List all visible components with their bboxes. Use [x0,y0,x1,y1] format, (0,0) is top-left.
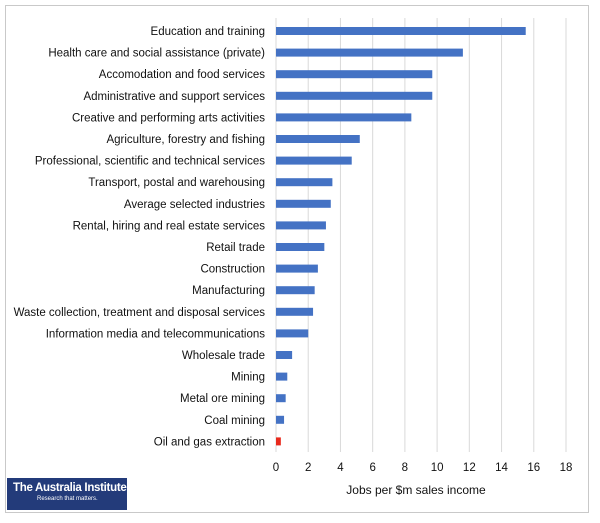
bar [276,70,433,79]
category-label: Administrative and support services [83,91,265,103]
bar [276,394,286,403]
x-tick-label: 4 [337,462,344,474]
bar [276,415,285,424]
logo-name: The Australia Institute [13,482,127,494]
bar [276,307,314,316]
bar [276,437,281,446]
x-axis-title: Jobs per $m sales income [346,483,486,497]
australia-institute-logo: The Australia Institute Research that ma… [7,478,127,510]
category-label: Metal ore mining [180,393,265,405]
category-labels: Education and training Health care and so… [14,26,266,448]
category-label: Professional, scientific and technical s… [35,156,265,168]
x-tick-label: 6 [369,462,375,474]
x-tick-label: 2 [305,462,311,474]
x-tick-label: 12 [463,462,476,474]
bar [276,286,315,295]
bar [276,372,288,381]
logo-tagline: Research that matters. [37,496,98,502]
category-label: Coal mining [204,415,265,427]
x-tick-label: 18 [560,462,573,474]
bar [276,264,318,273]
bar [276,178,333,187]
category-label: Mining [231,372,265,384]
category-label: Education and training [151,26,265,38]
bar [276,48,463,57]
bars [276,27,526,446]
bar [276,221,326,230]
bar [276,135,360,143]
x-tick-label: 0 [273,462,279,474]
category-label: Transport, postal and warehousing [88,177,265,189]
bar [276,156,352,165]
category-label: Oil and gas extraction [154,436,265,448]
category-label: Manufacturing [192,285,265,297]
category-label: Wholesale trade [182,350,265,362]
bar [276,243,325,251]
category-label: Health care and social assistance (priva… [48,48,265,60]
category-label: Construction [200,264,265,276]
bar [276,91,433,100]
bar [276,329,309,338]
category-label: Creative and performing arts activities [72,112,265,124]
gridlines [275,18,567,452]
category-label: Average selected industries [124,199,265,211]
x-tick-labels: 0 2 4 6 8 10 12 14 16 18 [273,462,573,474]
category-label: Information media and telecommunications [46,328,266,340]
x-tick-label: 10 [431,462,444,474]
category-label: Agriculture, forestry and fishing [106,134,265,146]
x-tick-label: 8 [402,462,408,474]
category-label: Accomodation and food services [99,69,265,81]
category-label: Rental, hiring and real estate services [73,220,266,232]
category-label: Waste collection, treatment and disposal… [14,307,266,319]
x-tick-label: 14 [495,462,508,474]
category-label: Retail trade [206,242,265,254]
bar [276,113,412,122]
x-tick-label: 16 [527,462,540,474]
bar [276,27,526,35]
chart-frame [5,5,589,513]
bar [276,351,293,359]
bar [276,199,331,208]
